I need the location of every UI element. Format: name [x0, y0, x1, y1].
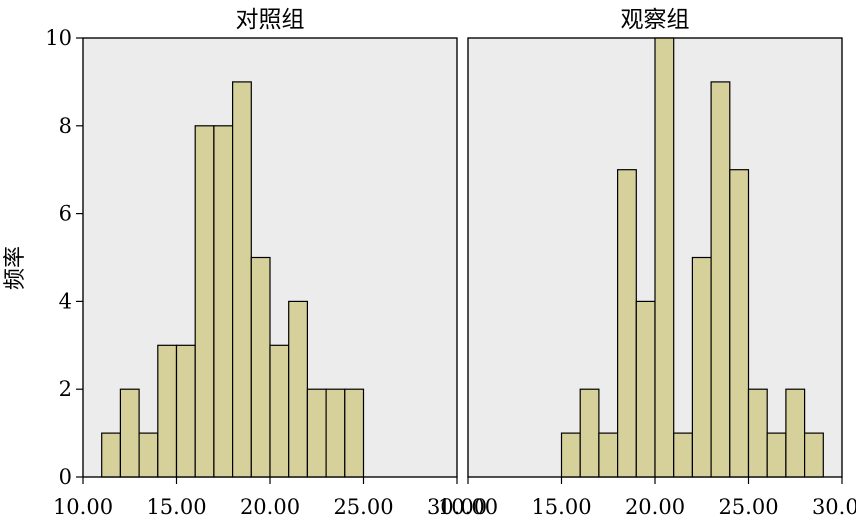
- x-tick-label: 30.00: [812, 495, 856, 519]
- bar-1-2: [119, 388, 140, 478]
- bar-2-7: [673, 432, 694, 478]
- panel-title: 对照组: [236, 7, 305, 33]
- x-tick-label: 25.00: [718, 495, 778, 519]
- x-tick-label: 30.00: [427, 495, 487, 519]
- x-tick-label: 20.00: [625, 495, 685, 519]
- bar-1-9: [250, 256, 271, 478]
- x-tick-label: 10.00: [53, 495, 113, 519]
- bar-2-4: [616, 169, 637, 478]
- y-tick-label: 6: [59, 202, 72, 226]
- bar-1-6: [194, 125, 215, 478]
- bar-1-12: [306, 388, 327, 478]
- y-tick-label: 4: [59, 289, 72, 313]
- bar-2-12: [766, 432, 787, 478]
- panels: 对照组 10.00 15.00 20.00 25.00 30.00 0 2 4 6 8 10 观察组 10…: [45, 7, 856, 519]
- bar-1-1: [101, 432, 121, 478]
- bar-2-8: [691, 256, 712, 478]
- panel-1: 对照组 10.00 15.00 20.00 25.00 30.00 0 2 4 6 8 10: [45, 7, 487, 519]
- bar-2-13: [785, 388, 806, 478]
- bar-1-10: [269, 344, 290, 478]
- bar-1-11: [288, 300, 309, 478]
- x-tick-label: 10.00: [438, 495, 498, 519]
- y-tick-label: 10: [45, 26, 72, 50]
- panel-title: 观察组: [621, 7, 690, 33]
- y-tick-label: 8: [59, 114, 72, 138]
- bar-1-14: [344, 388, 365, 478]
- x-tick-label: 15.00: [531, 495, 591, 519]
- bar-1-13: [325, 388, 346, 478]
- bar-2-5: [635, 300, 656, 478]
- x-tick-label: 20.00: [240, 495, 300, 519]
- bar-2-3: [598, 432, 619, 478]
- bar-2-14: [803, 432, 824, 478]
- x-tick-label: 15.00: [146, 495, 206, 519]
- bar-2-9: [710, 81, 731, 478]
- y-tick-label: 0: [59, 465, 72, 489]
- bar-2-10: [729, 169, 750, 478]
- x-tick-label: 25.00: [333, 495, 393, 519]
- bar-2-6: [654, 37, 675, 478]
- y-axis-label: 频率: [3, 246, 28, 290]
- bar-2-2: [579, 388, 600, 478]
- bar-1-5: [175, 344, 196, 478]
- bar-2-1: [560, 432, 581, 478]
- bar-1-8: [232, 81, 252, 478]
- bar-2-11: [747, 388, 768, 478]
- bar-1-4: [157, 344, 178, 478]
- bar-1-7: [213, 125, 234, 478]
- y-tick-label: 2: [59, 377, 72, 401]
- bar-1-3: [138, 432, 159, 478]
- panel-2: 观察组 10.00 15.00 20.00 25.00 30.00: [438, 7, 856, 519]
